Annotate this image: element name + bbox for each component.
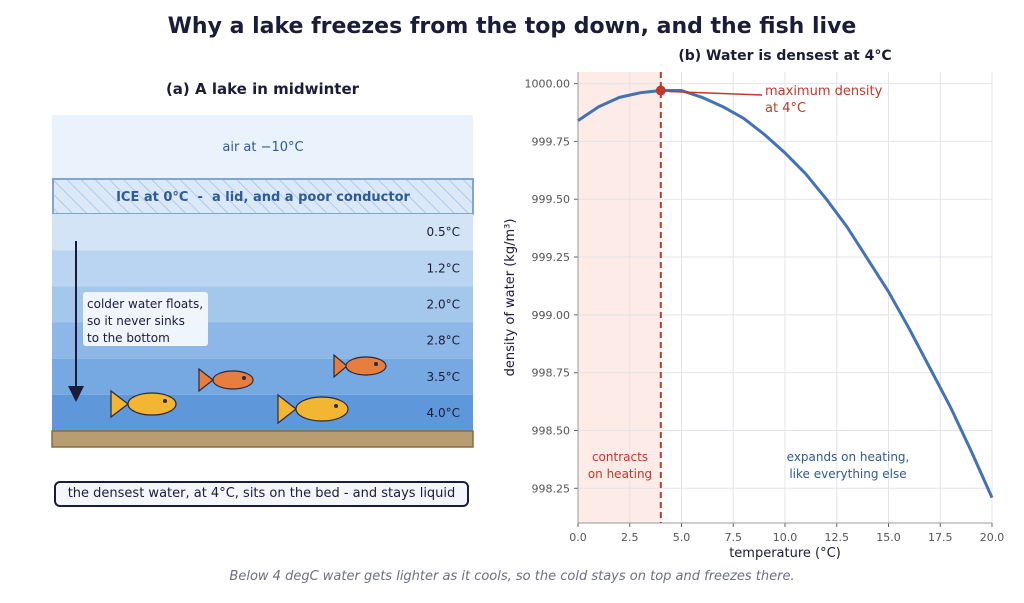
ice-layer xyxy=(52,178,474,215)
air-label: air at −10°C xyxy=(222,140,303,155)
ice-label: ICE at 0°C - a lid, and a poor conductor xyxy=(116,190,410,205)
layer-temp-label: 3.5°C xyxy=(427,370,460,384)
contracts-label-1: contracts xyxy=(592,450,648,464)
chart-title: (b) Water is densest at 4°C xyxy=(678,48,892,64)
contracts-label-2: on heating xyxy=(588,467,652,481)
x-tick-label: 20.0 xyxy=(980,531,1005,544)
contracting-region xyxy=(578,72,661,523)
layer-temp-label: 1.2°C xyxy=(427,261,460,275)
layer-temp-label: 4.0°C xyxy=(427,406,460,420)
fish-orange-right xyxy=(333,353,387,379)
y-tick-label: 999.00 xyxy=(532,309,571,322)
water-layer xyxy=(52,214,473,251)
x-tick-label: 17.5 xyxy=(928,531,953,544)
main-title: Why a lake freezes from the top down, an… xyxy=(167,14,857,39)
note-box xyxy=(83,292,208,346)
layer-temp-label: 2.8°C xyxy=(427,334,460,348)
lake-diagram: air at −10°C ICE at 0°C - a lid, and a p… xyxy=(51,115,474,448)
x-tick-label: 2.5 xyxy=(621,531,639,544)
water-layer xyxy=(52,250,473,287)
note-line-1: colder water floats, xyxy=(87,297,203,311)
x-tick-label: 7.5 xyxy=(725,531,743,544)
bed-note: the densest water, at 4°C, sits on the b… xyxy=(54,481,469,507)
x-tick-label: 5.0 xyxy=(673,531,691,544)
y-tick-label: 1000.00 xyxy=(525,78,571,91)
layer-temp-label: 0.5°C xyxy=(427,225,460,239)
max-annotation-line-2: at 4°C xyxy=(765,101,806,116)
water-layer xyxy=(52,358,473,395)
expands-label-2: like everything else xyxy=(789,467,906,481)
note-line-3: to the bottom xyxy=(87,331,170,345)
note-line-2: so it never sinks xyxy=(87,314,185,328)
y-tick-label: 998.50 xyxy=(532,424,571,437)
lake-panel-title: (a) A lake in midwinter xyxy=(165,80,360,98)
y-axis-label: density of water (kg/m³) xyxy=(503,219,518,377)
x-axis-label: temperature (°C) xyxy=(729,546,841,561)
lake-bed xyxy=(51,430,474,448)
density-series-line xyxy=(577,89,994,499)
density-chart: 0.0 2.5 5.0 7.5 10.0 12.5 15.0 17.5 20.0 998.25 99… xyxy=(503,72,1005,561)
max-density-point xyxy=(655,85,666,96)
expands-label-1: expands on heating, xyxy=(787,450,910,464)
max-annotation-line-1: maximum density xyxy=(765,84,883,99)
x-tick-label: 12.5 xyxy=(825,531,850,544)
x-tick-label: 10.0 xyxy=(773,531,798,544)
fish-yellow-left xyxy=(110,389,177,419)
fish-yellow-right xyxy=(277,393,349,425)
y-tick-label: 999.50 xyxy=(532,193,571,206)
y-tick-label: 999.75 xyxy=(532,135,571,148)
x-tick-label: 0.0 xyxy=(569,531,587,544)
max-annotation-arrow xyxy=(668,90,763,96)
x-tick-label: 15.0 xyxy=(876,531,901,544)
fish-orange-middle xyxy=(198,367,254,393)
layer-temp-label: 2.0°C xyxy=(427,297,460,311)
y-tick-label: 999.25 xyxy=(532,251,571,264)
air-region xyxy=(52,115,473,179)
caption: Below 4 degC water gets lighter as it co… xyxy=(229,569,795,584)
y-tick-label: 998.25 xyxy=(532,482,571,495)
y-tick-label: 998.75 xyxy=(532,367,571,380)
